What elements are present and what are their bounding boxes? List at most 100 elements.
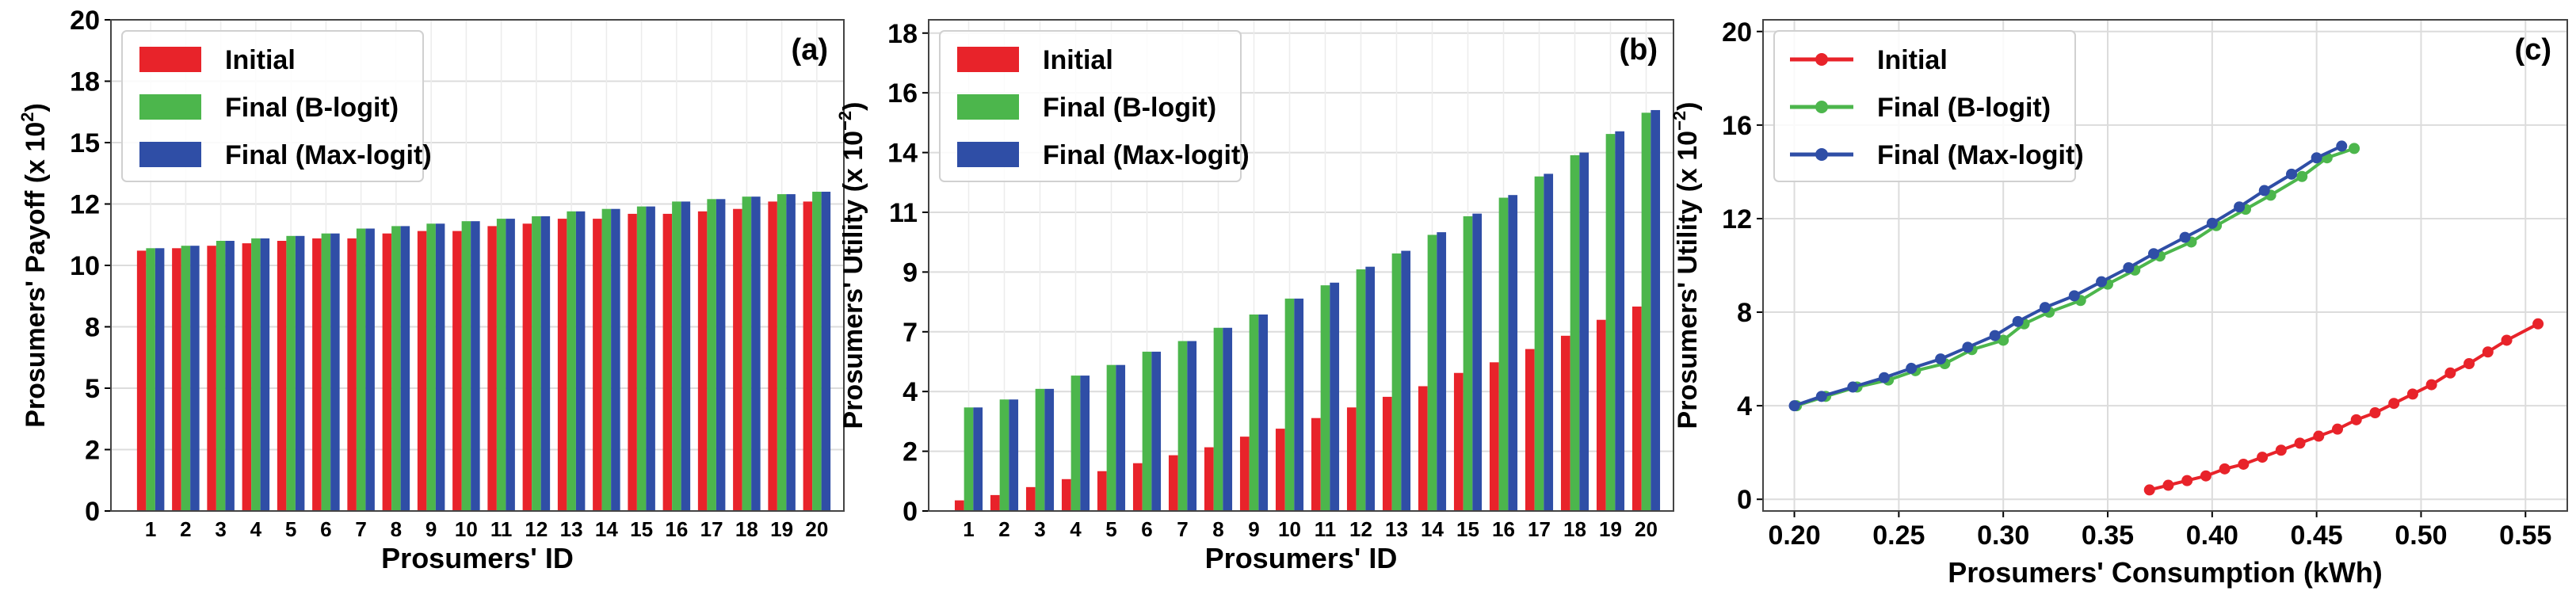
y-tick-label: 11 bbox=[889, 198, 918, 228]
bar bbox=[1453, 372, 1464, 511]
bar bbox=[190, 246, 200, 511]
x-tick-label: 13 bbox=[1385, 517, 1408, 541]
bar bbox=[522, 223, 532, 511]
bar bbox=[1070, 376, 1081, 511]
bar bbox=[1009, 399, 1019, 511]
data-point bbox=[2369, 407, 2381, 418]
x-tick-label: 7 bbox=[355, 517, 366, 541]
data-point bbox=[2332, 423, 2343, 435]
bar bbox=[646, 206, 655, 511]
bar bbox=[1330, 282, 1340, 511]
x-tick-label: 3 bbox=[215, 517, 226, 541]
panel-label: (a) bbox=[792, 33, 828, 67]
bar bbox=[1177, 341, 1188, 511]
x-tick-label: 16 bbox=[665, 517, 688, 541]
bar bbox=[242, 243, 252, 511]
y-tick-label: 20 bbox=[1722, 17, 1752, 48]
bar bbox=[1391, 253, 1402, 511]
data-point bbox=[2148, 248, 2159, 260]
bar bbox=[435, 223, 445, 511]
bar bbox=[1641, 112, 1651, 511]
x-tick-label: 10 bbox=[1278, 517, 1301, 541]
panel-label: (c) bbox=[2515, 33, 2551, 67]
x-tick-label: 17 bbox=[700, 517, 723, 541]
x-tick-label: 0.45 bbox=[2291, 520, 2343, 551]
bar bbox=[487, 226, 497, 511]
x-tick-label: 6 bbox=[320, 517, 331, 541]
bar bbox=[821, 192, 831, 511]
bar bbox=[146, 248, 155, 511]
data-point bbox=[2206, 217, 2218, 229]
data-point bbox=[2162, 479, 2174, 491]
data-point bbox=[1989, 330, 2001, 341]
bar bbox=[1596, 319, 1606, 511]
legend-label: Final (Max-logit) bbox=[1043, 140, 1250, 170]
bar bbox=[611, 208, 620, 511]
legend-marker bbox=[1815, 101, 1828, 113]
bar bbox=[672, 201, 681, 511]
bar bbox=[181, 246, 191, 511]
x-tick-label: 8 bbox=[391, 517, 402, 541]
x-tick-label: 7 bbox=[1177, 517, 1188, 541]
x-tick-label: 0.55 bbox=[2499, 520, 2551, 551]
bar bbox=[716, 199, 726, 512]
y-tick-label: 16 bbox=[887, 78, 918, 109]
bar bbox=[1560, 335, 1570, 511]
y-tick-label: 0 bbox=[903, 497, 918, 527]
y-tick-label: 9 bbox=[903, 257, 918, 288]
y-tick-label: 4 bbox=[1737, 391, 1752, 421]
bar bbox=[295, 235, 305, 511]
bar bbox=[733, 208, 742, 511]
y-tick-label: 0 bbox=[1737, 485, 1752, 515]
y-tick-label: 18 bbox=[887, 19, 918, 49]
x-tick-label: 4 bbox=[1070, 517, 1082, 541]
legend-swatch bbox=[139, 47, 201, 72]
bar bbox=[1651, 109, 1661, 511]
panel-label: (b) bbox=[1619, 33, 1658, 67]
bar bbox=[1382, 396, 1392, 511]
bar bbox=[452, 231, 462, 511]
bar bbox=[1437, 232, 1447, 511]
bar bbox=[426, 223, 436, 511]
x-tick-label: 19 bbox=[770, 517, 793, 541]
x-tick-label: 0.50 bbox=[2395, 520, 2447, 551]
y-tick-label: 15 bbox=[70, 128, 100, 158]
x-tick-label: 1 bbox=[963, 517, 974, 541]
data-point bbox=[2349, 143, 2360, 154]
bar bbox=[251, 238, 261, 511]
y-axis-label: Prosumers' Utility (x 10−2) bbox=[1670, 102, 1703, 429]
data-point bbox=[1815, 391, 1827, 402]
x-tick-label: 6 bbox=[1141, 517, 1152, 541]
x-tick-label: 17 bbox=[1528, 517, 1551, 541]
bar bbox=[1187, 341, 1197, 511]
bar bbox=[1534, 176, 1544, 511]
x-tick-label: 8 bbox=[1212, 517, 1223, 541]
panel-c-chart: 0 4 8 12 16 20 0.20 0.25 0.30 0.35 0.40 0.45 0.50 0.5… bbox=[1670, 17, 2568, 589]
bar bbox=[136, 250, 147, 511]
data-point bbox=[2012, 315, 2024, 327]
bar bbox=[1168, 455, 1178, 511]
bar bbox=[1489, 362, 1499, 511]
y-tick-label: 14 bbox=[887, 139, 918, 169]
y-tick-label: 12 bbox=[70, 190, 100, 220]
bar bbox=[593, 219, 602, 511]
data-point bbox=[2532, 318, 2544, 330]
data-point bbox=[2463, 358, 2475, 369]
bar bbox=[1249, 315, 1259, 511]
bar bbox=[532, 216, 541, 511]
x-tick-label: 11 bbox=[490, 517, 513, 541]
bar bbox=[400, 226, 410, 511]
bar bbox=[365, 228, 375, 511]
x-tick-label: 10 bbox=[455, 517, 478, 541]
x-tick-label: 9 bbox=[1248, 517, 1259, 541]
bar bbox=[707, 199, 716, 512]
bar bbox=[391, 226, 401, 511]
bar bbox=[1204, 447, 1214, 511]
bar bbox=[742, 196, 752, 511]
bar bbox=[786, 194, 796, 511]
bar bbox=[751, 196, 761, 511]
y-tick-label: 2 bbox=[903, 437, 918, 467]
y-tick-label: 20 bbox=[70, 6, 100, 36]
bar bbox=[1320, 285, 1330, 511]
